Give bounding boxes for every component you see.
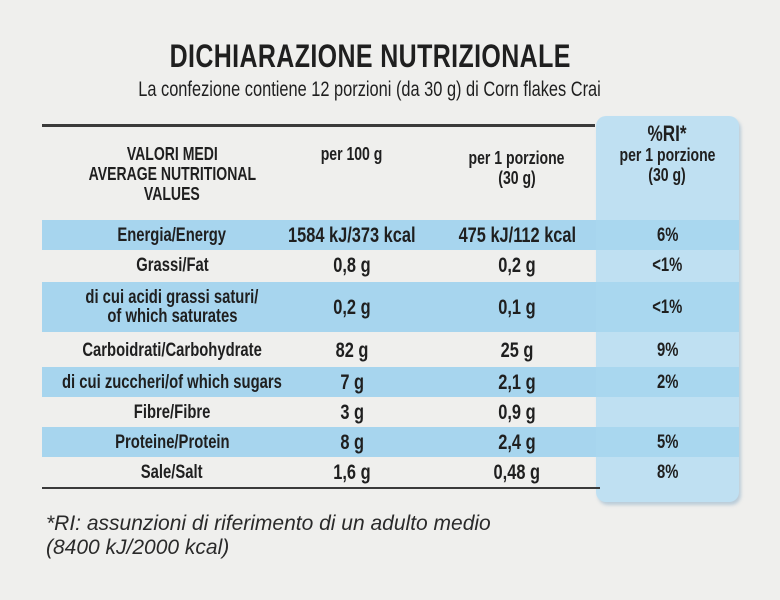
value-per-portion: 475 kJ/112 kcal bbox=[458, 223, 576, 247]
row-band-ri bbox=[596, 220, 739, 250]
value-per-portion: 2,4 g bbox=[498, 430, 536, 454]
header-portion: per 1 porzione (30 g) bbox=[469, 148, 565, 188]
nutrient-label: di cui zuccheri/of which sugars bbox=[62, 371, 282, 393]
value-per-portion: 25 g bbox=[500, 338, 534, 362]
value-ri: 5% bbox=[656, 431, 679, 453]
value-per100: 3 g bbox=[340, 400, 364, 424]
value-per-portion: 0,9 g bbox=[498, 400, 536, 424]
row-band-ri bbox=[596, 427, 739, 457]
row-band bbox=[42, 282, 596, 332]
value-per-portion: 2,1 g bbox=[498, 370, 536, 394]
value-per-portion: 0,1 g bbox=[498, 295, 536, 319]
value-ri: 2% bbox=[656, 371, 679, 393]
row-band-ri bbox=[596, 282, 739, 332]
table-row: Sale/Salt 1,6 g 0,48 g 8% bbox=[42, 457, 739, 487]
row-band-ri bbox=[596, 367, 739, 397]
top-rule bbox=[42, 124, 595, 127]
value-per100: 82 g bbox=[335, 338, 369, 362]
value-ri: 6% bbox=[656, 224, 679, 246]
value-ri bbox=[596, 397, 739, 427]
nutrient-label: Grassi/Fat bbox=[135, 255, 209, 276]
nutrient-label: Proteine/Protein bbox=[114, 431, 230, 453]
header-ri: %RI* per 1 porzione (30 g) bbox=[619, 121, 716, 186]
header-per100: per 100 g bbox=[321, 144, 383, 164]
row-band bbox=[42, 220, 596, 250]
value-per100: 0,2 g bbox=[333, 295, 371, 319]
table-row: Carboidrati/Carbohydrate 82 g 25 g 9% bbox=[42, 334, 739, 366]
footnote: *RI: assunzioni di riferimento di un adu… bbox=[46, 512, 491, 559]
value-per-portion: 0,48 g bbox=[493, 460, 541, 484]
nutrient-label: Fibre/Fibre bbox=[133, 401, 211, 423]
value-ri: 9% bbox=[656, 339, 679, 361]
nutrient-label: Energia/Energy bbox=[117, 224, 227, 246]
row-band bbox=[42, 427, 596, 457]
table-row: di cui acidi grassi saturi/of which satu… bbox=[42, 282, 739, 332]
table-row: Grassi/Fat 0,8 g 0,2 g <1% bbox=[42, 250, 739, 281]
label-title: DICHIARAZIONE NUTRIZIONALE bbox=[169, 38, 571, 74]
nutrient-label: di cui acidi grassi saturi/of which satu… bbox=[85, 287, 259, 327]
bottom-rule bbox=[42, 487, 600, 489]
table-row: di cui zuccheri/of which sugars 7 g 2,1 g 2… bbox=[42, 367, 739, 397]
header-label: VALORI MEDI AVERAGE NUTRITIONAL VALUES bbox=[88, 144, 256, 204]
value-per100: 1,6 g bbox=[333, 460, 371, 484]
value-ri: 8% bbox=[656, 461, 679, 483]
table-row: Proteine/Protein 8 g 2,4 g 5% bbox=[42, 427, 739, 457]
value-per100: 8 g bbox=[340, 430, 364, 454]
table-row: Fibre/Fibre 3 g 0,9 g bbox=[42, 397, 739, 427]
row-band bbox=[42, 367, 596, 397]
value-ri: <1% bbox=[652, 296, 683, 318]
nutrient-label: Carboidrati/Carbohydrate bbox=[82, 339, 262, 361]
value-per-portion: 0,2 g bbox=[498, 254, 536, 277]
value-ri: <1% bbox=[652, 255, 683, 276]
table-row: Energia/Energy 1584 kJ/373 kcal 475 kJ/112… bbox=[42, 220, 739, 250]
label-subtitle: La confezione contiene 12 porzioni (da 3… bbox=[138, 78, 602, 101]
value-per100: 1584 kJ/373 kcal bbox=[288, 223, 416, 247]
value-per100: 7 g bbox=[340, 370, 364, 394]
value-per100: 0,8 g bbox=[333, 254, 371, 277]
nutrient-label: Sale/Salt bbox=[141, 461, 203, 483]
